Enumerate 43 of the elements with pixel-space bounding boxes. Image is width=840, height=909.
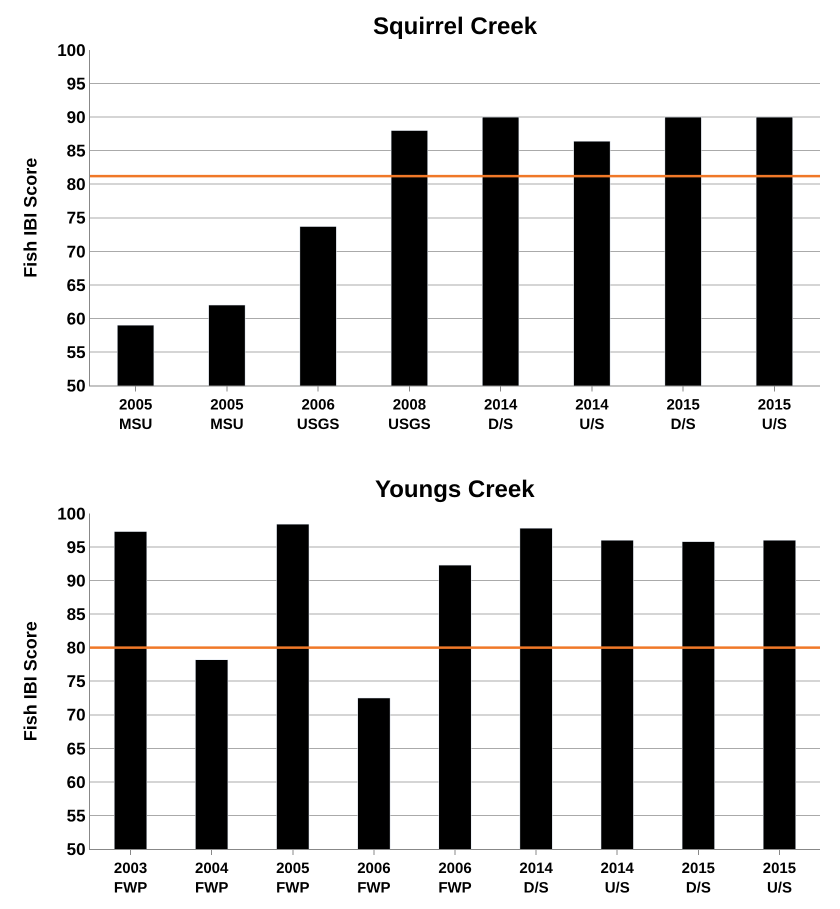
x-tick-label: 2006 USGS <box>296 396 340 434</box>
y-tick-label: 55 <box>66 342 86 362</box>
y-tick-label: 65 <box>66 739 86 758</box>
y-tick-label: 100 <box>57 40 86 60</box>
y-tick-label: 65 <box>66 276 86 295</box>
y-tick-label: 95 <box>66 538 86 557</box>
x-tick-label: 2006 FWP <box>357 860 391 896</box>
x-tick-label: 2008 USGS <box>388 396 431 434</box>
x-tick-label: 2014 D/S <box>519 860 554 896</box>
y-tick-label: 100 <box>57 504 86 524</box>
x-tick-label: 2015 D/S <box>666 396 700 434</box>
y-tick-label: 90 <box>66 571 86 590</box>
y-tick-label: 50 <box>66 376 86 396</box>
x-tick-label: 2015 U/S <box>758 396 792 434</box>
y-tick-label: 80 <box>66 638 86 658</box>
y-tick-label: 95 <box>66 74 86 94</box>
y-axis-title: Fish IBI Score <box>20 158 40 278</box>
x-tick-label: 2014 U/S <box>600 860 635 896</box>
y-tick-label: 50 <box>66 840 86 859</box>
x-tick-label: 2014 D/S <box>484 396 518 434</box>
y-tick-label: 60 <box>66 309 86 328</box>
y-tick-label: 85 <box>66 605 86 624</box>
y-axis-title: Fish IBI Score <box>20 621 40 742</box>
y-tick-label: 60 <box>66 772 86 792</box>
y-tick-label: 70 <box>66 242 86 262</box>
x-tick-label: 2005 FWP <box>276 860 310 896</box>
y-tick-label: 90 <box>66 108 86 128</box>
y-tick-label: 85 <box>66 142 86 161</box>
y-tick-label: 75 <box>66 208 86 228</box>
x-tick-label: 2003 FWP <box>114 860 148 896</box>
x-tick-label: 2006 FWP <box>438 860 472 896</box>
x-tick-label: 2014 U/S <box>575 396 610 434</box>
y-tick-label: 55 <box>66 806 86 826</box>
x-tick-label: 2005 MSU <box>210 396 244 434</box>
y-tick-label: 80 <box>66 175 86 194</box>
x-tick-label: 2015 D/S <box>682 860 716 896</box>
x-tick-label: 2004 FWP <box>194 860 230 896</box>
y-tick-label: 70 <box>66 706 86 725</box>
x-tick-label: 2005 MSU <box>118 396 152 434</box>
y-tick-label: 75 <box>66 672 86 692</box>
chart-title: Youngs Creek <box>375 476 536 503</box>
x-tick-label: 2015 U/S <box>762 860 796 896</box>
chart-title: Squirrel Creek <box>373 13 538 40</box>
